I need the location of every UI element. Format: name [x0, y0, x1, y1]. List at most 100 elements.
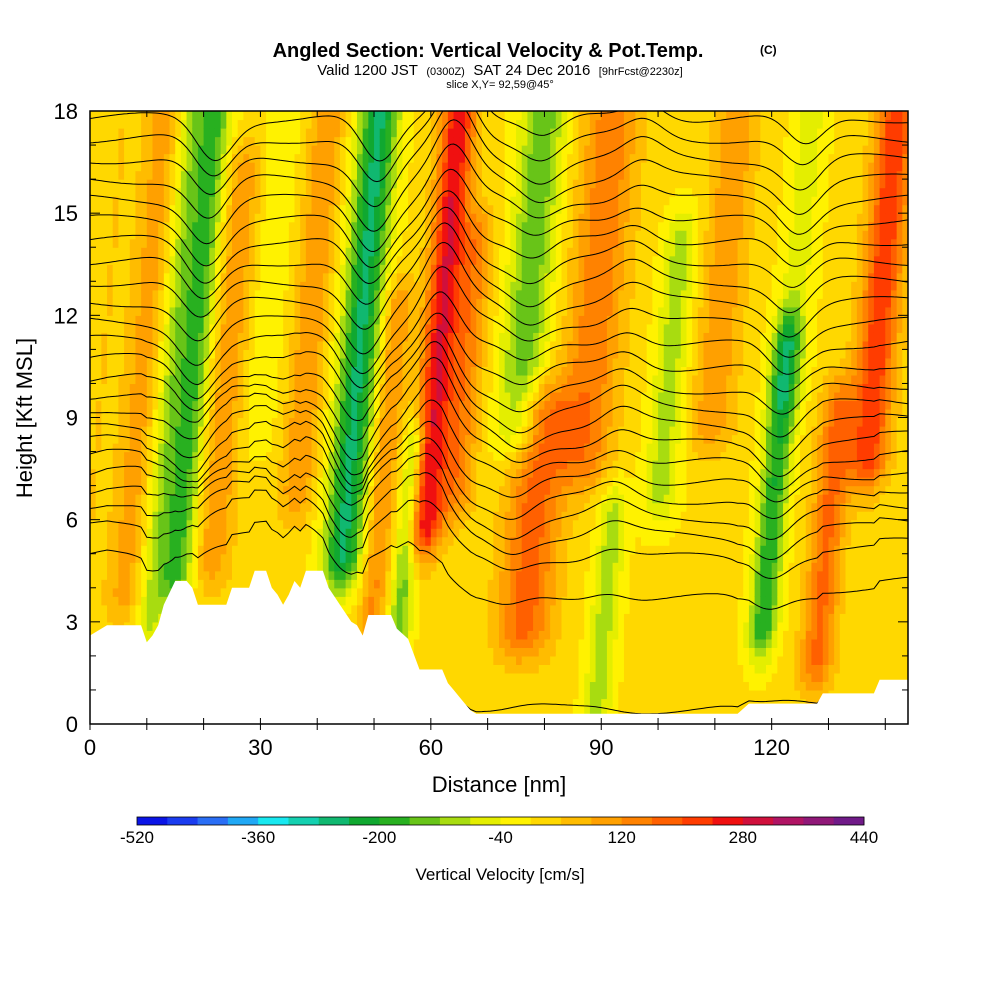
velocity-cell	[226, 298, 233, 308]
velocity-cell	[447, 332, 455, 342]
velocity-cell	[203, 468, 210, 478]
velocity-cell	[249, 451, 256, 461]
velocity-cell	[322, 545, 330, 555]
velocity-cell	[169, 400, 176, 410]
velocity-cell	[277, 383, 284, 393]
velocity-cell	[362, 545, 369, 555]
velocity-cell	[277, 426, 284, 436]
velocity-cell	[90, 604, 97, 614]
velocity-cell	[470, 655, 477, 665]
velocity-cell	[169, 502, 176, 512]
velocity-cell	[470, 689, 477, 700]
velocity-cell	[300, 230, 307, 240]
velocity-cell	[249, 281, 256, 291]
velocity-cell	[362, 451, 369, 461]
velocity-cell	[464, 162, 472, 172]
velocity-cell	[197, 562, 205, 572]
velocity-cell	[351, 485, 358, 495]
velocity-cell	[214, 553, 222, 563]
velocity-cell	[214, 596, 222, 606]
velocity-cell	[95, 247, 102, 257]
velocity-cell	[192, 511, 199, 521]
velocity-cell	[203, 502, 210, 512]
velocity-cell	[135, 255, 142, 265]
velocity-cell	[135, 587, 142, 597]
velocity-cell	[192, 221, 199, 231]
velocity-cell	[362, 128, 369, 138]
velocity-cell	[277, 494, 284, 504]
velocity-cell	[237, 238, 244, 248]
velocity-cell	[129, 562, 137, 572]
velocity-cell	[413, 357, 421, 368]
velocity-cell	[118, 426, 125, 436]
velocity-cell	[419, 383, 426, 393]
velocity-cell	[442, 443, 449, 453]
velocity-cell	[374, 272, 381, 282]
velocity-cell	[402, 579, 409, 589]
velocity-cell	[334, 587, 341, 597]
velocity-cell	[396, 579, 404, 589]
velocity-cell	[118, 136, 125, 146]
velocity-cell	[118, 502, 125, 512]
velocity-cell	[305, 545, 313, 555]
velocity-cell	[226, 451, 233, 461]
velocity-cell	[112, 477, 119, 487]
velocity-cell	[124, 247, 131, 257]
velocity-cell	[317, 145, 324, 155]
velocity-cell	[453, 391, 460, 402]
velocity-cell	[362, 238, 369, 248]
velocity-cell	[391, 298, 398, 308]
velocity-cell	[186, 426, 193, 436]
velocity-cell	[283, 357, 290, 368]
velocity-cell	[214, 340, 222, 350]
velocity-cell	[374, 332, 381, 342]
velocity-cell	[334, 145, 341, 155]
velocity-cell	[356, 604, 364, 614]
velocity-cell	[152, 485, 159, 495]
velocity-cell	[146, 553, 154, 563]
velocity-cell	[396, 264, 404, 274]
velocity-cell	[464, 340, 472, 350]
velocity-cell	[107, 460, 114, 470]
velocity-cell	[402, 323, 409, 333]
velocity-cell	[203, 528, 210, 538]
velocity-cell	[107, 298, 114, 308]
velocity-cell	[186, 400, 193, 410]
velocity-cell	[243, 230, 250, 240]
velocity-cell	[391, 119, 398, 129]
velocity-cell	[277, 136, 284, 146]
velocity-cell	[124, 443, 131, 453]
velocity-cell	[254, 536, 262, 546]
velocity-cell	[260, 272, 267, 282]
velocity-cell	[385, 196, 392, 206]
velocity-cell	[374, 119, 381, 129]
velocity-cell	[163, 196, 171, 206]
velocity-cell	[322, 264, 330, 274]
velocity-cell	[146, 570, 154, 580]
velocity-cell	[266, 315, 273, 325]
velocity-cell	[180, 383, 188, 393]
velocity-cell	[158, 519, 165, 529]
velocity-cell	[345, 434, 352, 444]
velocity-cell	[294, 383, 301, 393]
velocity-cell	[419, 400, 426, 410]
velocity-cell	[328, 494, 335, 504]
velocity-cell	[186, 562, 193, 572]
velocity-cell	[220, 349, 227, 359]
velocity-cell	[385, 230, 392, 240]
velocity-cell	[356, 230, 364, 240]
velocity-cell	[368, 306, 375, 316]
velocity-cell	[408, 374, 415, 385]
velocity-cell	[180, 528, 188, 538]
velocity-cell	[146, 408, 154, 419]
velocity-cell	[425, 494, 432, 504]
velocity-cell	[203, 221, 210, 231]
velocity-cell	[391, 400, 398, 410]
velocity-cell	[90, 374, 97, 385]
velocity-cell	[175, 460, 182, 470]
velocity-cell	[214, 247, 222, 257]
velocity-cell	[476, 596, 483, 606]
velocity-cell	[271, 443, 279, 453]
velocity-cell	[356, 596, 364, 606]
velocity-cell	[180, 196, 188, 206]
